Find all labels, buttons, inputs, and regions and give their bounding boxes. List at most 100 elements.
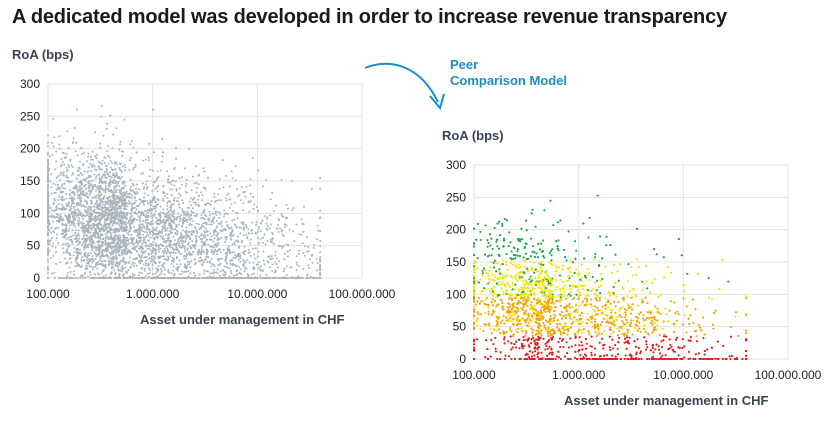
scatter-point bbox=[87, 185, 90, 187]
scatter-point bbox=[185, 182, 188, 185]
scatter-point bbox=[127, 240, 130, 242]
scatter-point bbox=[106, 231, 109, 234]
scatter-point bbox=[118, 218, 121, 221]
scatter-point bbox=[236, 239, 239, 242]
scatter-point bbox=[228, 248, 231, 251]
scatter-point bbox=[118, 189, 121, 191]
scatter-point bbox=[124, 248, 127, 251]
scatter-point bbox=[150, 245, 153, 248]
scatter-point bbox=[303, 205, 305, 208]
scatter-point bbox=[105, 250, 108, 253]
scatter-point bbox=[50, 272, 53, 275]
scatter-point bbox=[96, 240, 99, 243]
scatter-point bbox=[171, 228, 174, 231]
scatter-point bbox=[52, 182, 55, 185]
scatter-point bbox=[87, 181, 90, 184]
scatter-point bbox=[83, 205, 86, 208]
scatter-point bbox=[211, 245, 214, 248]
scatter-point bbox=[155, 217, 158, 219]
scatter-point bbox=[243, 277, 245, 279]
scatter-point bbox=[79, 249, 82, 251]
scatter-point bbox=[98, 273, 101, 276]
scatter-point bbox=[80, 191, 82, 194]
scatter-point bbox=[255, 205, 258, 208]
scatter-point bbox=[196, 222, 198, 225]
scatter-point bbox=[76, 190, 79, 193]
scatter-point bbox=[205, 253, 208, 256]
scatter-point bbox=[222, 248, 225, 251]
scatter-point bbox=[123, 181, 126, 184]
scatter-point bbox=[125, 190, 128, 193]
scatter-point bbox=[120, 150, 123, 153]
scatter-point bbox=[115, 195, 118, 198]
scatter-point bbox=[157, 248, 160, 251]
scatter-point bbox=[116, 238, 119, 241]
scatter-point bbox=[153, 215, 156, 217]
scatter-point bbox=[287, 244, 290, 247]
scatter-point bbox=[242, 226, 245, 229]
scatter-point bbox=[157, 222, 160, 225]
scatter-point bbox=[191, 240, 194, 243]
scatter-point bbox=[166, 227, 169, 230]
scatter-point bbox=[307, 250, 310, 253]
scatter-point bbox=[210, 220, 213, 223]
scatter-point bbox=[181, 210, 184, 212]
scatter-point bbox=[117, 230, 120, 233]
scatter-point bbox=[122, 243, 125, 246]
scatter-point bbox=[146, 277, 149, 279]
scatter-point bbox=[91, 244, 94, 247]
scatter-point bbox=[134, 193, 137, 196]
scatter-point bbox=[68, 214, 71, 217]
scatter-point bbox=[64, 187, 67, 190]
scatter-point bbox=[294, 277, 297, 279]
scatter-point bbox=[94, 273, 97, 276]
scatter-point bbox=[53, 271, 56, 274]
scatter-point bbox=[55, 205, 58, 208]
scatter-point bbox=[132, 146, 135, 149]
scatter-point bbox=[242, 220, 245, 223]
scatter-point bbox=[128, 168, 131, 171]
scatter-point bbox=[112, 263, 114, 266]
scatter-point bbox=[274, 261, 277, 264]
scatter-point bbox=[117, 236, 120, 239]
scatter-point bbox=[107, 259, 110, 262]
scatter-point bbox=[117, 247, 120, 250]
scatter-point bbox=[107, 226, 110, 229]
scatter-point bbox=[125, 239, 128, 242]
scatter-point bbox=[179, 277, 182, 279]
scatter-point bbox=[260, 222, 263, 225]
scatter-point bbox=[67, 237, 70, 239]
scatter-point bbox=[51, 214, 54, 217]
scatter-point bbox=[108, 217, 111, 220]
scatter-point bbox=[91, 210, 94, 213]
scatter-point bbox=[221, 230, 224, 233]
scatter-point bbox=[143, 238, 146, 241]
scatter-point bbox=[145, 242, 148, 245]
scatter-point bbox=[96, 207, 99, 210]
scatter-point bbox=[123, 229, 125, 232]
scatter-point bbox=[99, 146, 102, 149]
scatter-point bbox=[238, 272, 241, 275]
scatter-point bbox=[107, 264, 110, 267]
scatter-point bbox=[217, 193, 220, 196]
scatter-point bbox=[241, 264, 244, 267]
scatter-point bbox=[118, 166, 121, 169]
scatter-point bbox=[151, 267, 154, 270]
scatter-point bbox=[236, 235, 239, 238]
scatter-point bbox=[59, 213, 62, 216]
scatter-point bbox=[146, 231, 149, 234]
scatter-point bbox=[47, 272, 49, 274]
scatter-point bbox=[173, 184, 176, 187]
scatter-point bbox=[225, 174, 228, 177]
scatter-point bbox=[125, 250, 128, 253]
scatter-point bbox=[96, 246, 99, 249]
scatter-point bbox=[109, 244, 111, 247]
scatter-point bbox=[62, 187, 65, 190]
scatter-point bbox=[162, 235, 165, 238]
scatter-point bbox=[99, 230, 102, 233]
scatter-point bbox=[213, 195, 216, 198]
scatter-point bbox=[103, 180, 106, 183]
scatter-point bbox=[63, 163, 66, 166]
scatter-point bbox=[187, 270, 190, 273]
scatter-point bbox=[98, 207, 101, 210]
